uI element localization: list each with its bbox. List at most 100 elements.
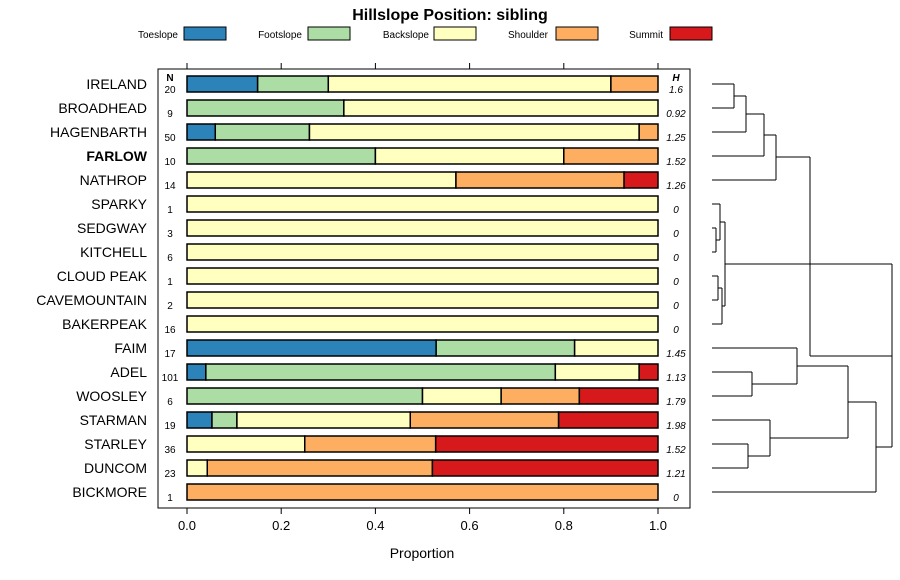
bar-segment-backslope — [186, 267, 659, 285]
row-h: 1.79 — [666, 397, 686, 408]
bar-segment-backslope — [308, 123, 640, 141]
row-label: ADEL — [110, 364, 147, 380]
dendrogram-branch — [712, 347, 798, 385]
bar-segment-backslope — [327, 75, 612, 93]
row-n: 20 — [164, 85, 176, 96]
row-h: 1.21 — [666, 469, 685, 480]
bar-segment-backslope — [186, 315, 659, 333]
row-h: 1.98 — [666, 421, 686, 432]
bar-segment-summit — [578, 387, 659, 405]
legend: Toeslope Footslope Backslope Shoulder Summit — [138, 26, 713, 41]
row-label: BAKERPEAK — [62, 316, 147, 332]
row-n: 1 — [167, 277, 173, 288]
dendrogram-branch — [712, 287, 723, 325]
bar-segment-summit — [431, 459, 659, 477]
dendrogram-branch — [712, 401, 877, 493]
x-tick-label: 0.2 — [272, 518, 290, 533]
row-label: FARLOW — [86, 148, 147, 164]
x-tick-label: 0.8 — [555, 518, 573, 533]
bar-segment-shoulder — [409, 411, 560, 429]
row-n: 19 — [164, 421, 176, 432]
row-label: NATHROP — [80, 172, 147, 188]
row-n: 23 — [164, 469, 176, 480]
row-h: 1.52 — [666, 157, 686, 168]
row-n: 50 — [164, 133, 176, 144]
n-header: N — [166, 73, 173, 84]
x-axis-label: Proportion — [390, 545, 455, 561]
row-h: 1.25 — [666, 133, 686, 144]
row-h: 1.45 — [666, 349, 686, 360]
x-axis: 0.0 0.2 0.4 0.6 0.8 1.0 — [178, 63, 667, 533]
dendrogram-branch — [712, 83, 735, 109]
bar-segment-toeslope — [186, 411, 213, 429]
row-h: 0 — [673, 253, 679, 264]
bar-segment-footslope — [186, 147, 377, 165]
bar-segment-summit — [434, 435, 659, 453]
x-tick-label: 0.6 — [461, 518, 479, 533]
row-label: BICKMORE — [72, 484, 147, 500]
row-h: 0 — [673, 325, 679, 336]
row-n: 14 — [164, 181, 176, 192]
row-label: WOOSLEY — [76, 388, 147, 404]
bar-segment-backslope — [421, 387, 502, 405]
row-label: KITCHELL — [80, 244, 147, 260]
dendrogram-branch — [712, 275, 719, 301]
legend-label: Shoulder — [508, 30, 549, 41]
bar-segment-shoulder — [455, 171, 625, 189]
h-header: H — [672, 73, 680, 84]
bar-segment-footslope — [186, 387, 424, 405]
bar-segment-summit — [623, 171, 659, 189]
x-tick-label: 1.0 — [649, 518, 667, 533]
row-h: 0.92 — [666, 109, 686, 120]
bar-segment-summit — [638, 363, 659, 381]
dendrogram-branch — [712, 371, 753, 397]
bar-segment-toeslope — [186, 363, 207, 381]
bar-segment-backslope — [186, 435, 306, 453]
row-n: 36 — [164, 445, 176, 456]
legend-swatch — [555, 26, 599, 41]
bar-segment-shoulder — [610, 75, 659, 93]
row-n: 2 — [167, 301, 173, 312]
legend-swatch — [669, 26, 713, 41]
bar-segment-backslope — [186, 219, 659, 237]
dendrogram-branch — [712, 113, 765, 157]
bar-segment-shoulder — [638, 123, 659, 141]
row-n: 1 — [167, 205, 173, 216]
row-h: 0 — [673, 301, 679, 312]
row-n: 16 — [164, 325, 176, 336]
row-h: 0 — [673, 277, 679, 288]
bar-segment-summit — [557, 411, 659, 429]
row-n: 10 — [164, 157, 176, 168]
row-h: 1.26 — [666, 181, 686, 192]
bar-segment-shoulder — [304, 435, 437, 453]
bar-segment-footslope — [214, 123, 311, 141]
row-n: 17 — [164, 349, 176, 360]
bar-segment-backslope — [186, 195, 659, 213]
bar-segment-footslope — [435, 339, 576, 357]
row-n: 6 — [167, 253, 173, 264]
bar-segment-toeslope — [186, 123, 217, 141]
row-n: 9 — [167, 109, 173, 120]
row-label: CLOUD PEAK — [57, 268, 148, 284]
legend-swatch — [433, 26, 477, 41]
legend-label: Backslope — [383, 30, 430, 41]
bar-segment-shoulder — [563, 147, 659, 165]
dendrogram-branch — [712, 443, 749, 469]
dendrogram-branch — [770, 365, 849, 439]
x-tick-label: 0.4 — [366, 518, 384, 533]
row-n: 1 — [167, 493, 173, 504]
row-label: SPARKY — [91, 196, 147, 212]
legend-swatch — [183, 26, 227, 41]
row-n: 6 — [167, 397, 173, 408]
row-n: 3 — [167, 229, 173, 240]
dendrogram — [712, 83, 893, 493]
bar-segment-backslope — [343, 99, 659, 117]
row-h: 0 — [673, 229, 679, 240]
bar-segment-backslope — [186, 291, 659, 309]
dendrogram-branch — [712, 419, 771, 457]
row-h: 1.13 — [666, 373, 686, 384]
dendrogram-branch — [712, 95, 747, 133]
dendrogram-branch — [776, 156, 892, 357]
row-label: CAVEMOUNTAIN — [36, 292, 147, 308]
